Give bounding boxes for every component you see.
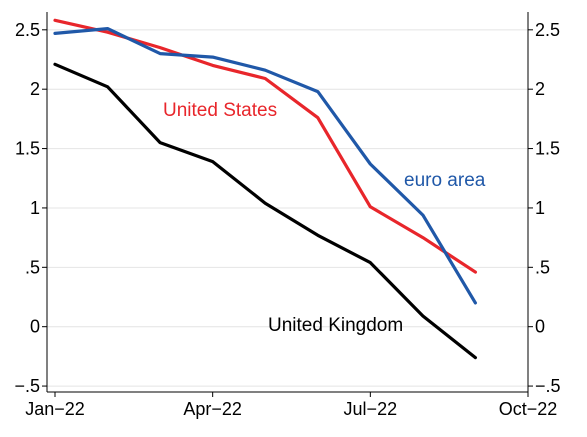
right-y-tick-label: 1 <box>535 198 545 218</box>
left-y-tick-label: 1 <box>30 198 40 218</box>
series-line-united-kingdom <box>53 62 477 360</box>
right-y-tick-label: .5 <box>535 257 550 277</box>
left-y-tick-label: 0 <box>30 317 40 337</box>
right-y-tick-label: −.5 <box>535 376 561 396</box>
series-line-united-states <box>53 18 477 274</box>
series-labels: United States euro area United Kingdom <box>163 100 486 336</box>
left-y-tick-label: .5 <box>25 257 40 277</box>
axes <box>46 12 529 393</box>
series-line-euro-area <box>53 27 477 305</box>
left-y-tick-label: 2.5 <box>15 20 40 40</box>
series-lines <box>53 18 477 360</box>
x-tick-label: Apr−22 <box>183 399 242 419</box>
gridlines <box>47 29 528 387</box>
series-label-euro-area: euro area <box>404 170 486 191</box>
right-y-tick-label: 2.5 <box>535 20 560 40</box>
series-label-united-kingdom: United Kingdom <box>268 315 403 336</box>
left-y-tick-label: 1.5 <box>15 139 40 159</box>
x-tick-label: Jul−22 <box>344 399 398 419</box>
x-tick-label: Oct−22 <box>499 399 558 419</box>
right-y-tick-label: 1.5 <box>535 139 560 159</box>
x-tick-label: Jan−22 <box>25 399 85 419</box>
series-label-united-states: United States <box>163 100 277 121</box>
left-y-tick-label: −.5 <box>14 376 40 396</box>
left-y-tick-label: 2 <box>30 79 40 99</box>
right-y-tick-label: 2 <box>535 79 545 99</box>
right-y-tick-label: 0 <box>535 317 545 337</box>
